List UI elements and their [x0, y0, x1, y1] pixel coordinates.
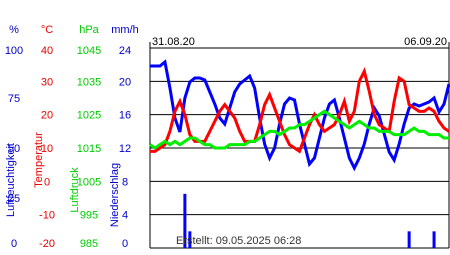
y-tick-label: 20 [119, 76, 131, 88]
axis-unit: mm/h [111, 24, 139, 36]
y-tick-label: 1025 [77, 110, 101, 122]
y-tick-label: -20 [39, 238, 55, 250]
y-tick-label: 10 [41, 143, 53, 155]
axis-unit: hPa [79, 24, 99, 36]
y-tick-label: 8 [122, 176, 128, 188]
y-tick-label: 20 [41, 110, 53, 122]
y-tick-label: 75 [8, 93, 20, 105]
axis-unit: % [9, 24, 19, 36]
precip-bar [183, 193, 187, 248]
y-tick-label: 4 [122, 210, 128, 222]
y-tick-label: -10 [39, 210, 55, 222]
y-tick-label: 0 [11, 238, 17, 250]
y-tick-label: 100 [5, 45, 23, 57]
y-tick-label: 0 [122, 238, 128, 250]
y-tick-label: 40 [41, 45, 53, 57]
y-tick-label: 24 [119, 45, 131, 57]
y-tick-label: 985 [80, 238, 98, 250]
y-tick-label: 1015 [77, 143, 101, 155]
y-tick-label: 1035 [77, 76, 101, 88]
precip-bar [407, 231, 411, 248]
footer: Erstellt: 09.05.2025 06:28 [176, 235, 301, 247]
y-tick-label: 16 [119, 110, 131, 122]
y-tick-label: 0 [44, 176, 50, 188]
axis-title: Luftfeuchtigkeit [5, 143, 17, 217]
y-tick-label: 30 [41, 76, 53, 88]
axis-title: Niederschlag [109, 163, 121, 227]
axis-title: Luftdruck [69, 167, 81, 213]
axis-title: Temperatur [33, 132, 45, 188]
y-tick-label: 1045 [77, 45, 101, 57]
y-tick-label: 25 [8, 193, 20, 205]
y-tick-label: 12 [119, 143, 131, 155]
series-line [149, 109, 449, 150]
date-label: 06.09.20 [404, 36, 447, 48]
precip-bar [432, 231, 436, 248]
precip-bar [188, 231, 192, 248]
y-tick-label: 995 [80, 210, 98, 222]
axis-unit: °C [41, 24, 53, 36]
y-tick-label: 1005 [77, 176, 101, 188]
y-tick-label: 50 [8, 143, 20, 155]
date-label: 31.08.20 [152, 36, 195, 48]
